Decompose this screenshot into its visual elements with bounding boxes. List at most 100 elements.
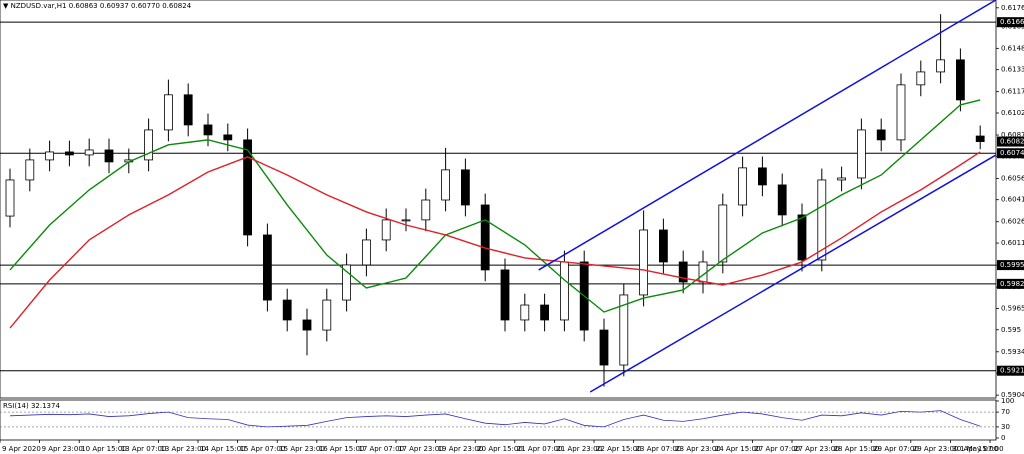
time-label: 1 May 07:00	[960, 445, 1004, 453]
candle-body	[421, 199, 431, 221]
level-label-box	[997, 148, 1024, 159]
y-tick-label: 0.6087	[1001, 131, 1024, 139]
candle-body	[342, 264, 352, 301]
moving-average	[9, 151, 981, 329]
candle-body	[797, 214, 807, 261]
symbol-title: NZDUSD.var,H1 0.60863 0.60937 0.60770 0.…	[11, 2, 192, 10]
y-tick-label: 0.595	[1001, 326, 1021, 334]
candle-body	[203, 124, 213, 136]
time-label: 9 Apr 2020	[2, 445, 41, 453]
time-label: 29 Apr 23:00	[913, 445, 959, 453]
y-tick-label: 0.60415	[1001, 196, 1024, 204]
time-label: 17 Apr 23:00	[398, 445, 444, 453]
current-price-box	[997, 136, 1024, 147]
candle-body	[65, 151, 74, 156]
current-price-label: 0.60824	[1000, 138, 1024, 146]
candle-body	[5, 179, 15, 217]
level-label-box	[997, 365, 1024, 376]
time-label: 23 Apr 07:00	[636, 445, 682, 453]
candle-body	[144, 129, 154, 161]
time-label: 29 Apr 07:00	[873, 445, 919, 453]
candle-body	[817, 179, 827, 261]
rsi-tick-label: 30	[1001, 423, 1010, 431]
rsi-tick-label: 70	[1001, 408, 1010, 416]
rsi-tick-label: 100	[1001, 397, 1014, 405]
candle-body	[262, 234, 272, 301]
candle-body	[163, 94, 173, 131]
candle-body	[837, 177, 846, 181]
y-tick-label: 0.5904	[1001, 391, 1024, 399]
trendline	[589, 154, 997, 393]
candle-body	[936, 59, 945, 73]
time-label: 19 Apr 23:00	[438, 445, 484, 453]
time-label: 13 Apr 23:00	[160, 445, 206, 453]
candle-body	[758, 167, 767, 186]
level-label-box	[997, 17, 1024, 28]
candle-body	[480, 204, 490, 271]
candle-body	[441, 169, 451, 201]
candle-body	[243, 139, 253, 236]
y-tick-label: 0.60565	[1001, 174, 1024, 182]
candle-body	[25, 159, 35, 181]
time-label: 24 Apr 15:00	[715, 445, 761, 453]
moving-average	[9, 99, 981, 313]
candle-body	[540, 304, 549, 321]
time-label: 20 Apr 15:00	[477, 445, 523, 453]
time-label: 27 Apr 07:00	[754, 445, 800, 453]
time-label: 28 Apr 15:00	[834, 445, 880, 453]
candle-body	[956, 59, 965, 101]
candle-body	[460, 169, 470, 206]
candle-body	[84, 149, 94, 156]
candle-body	[659, 229, 668, 263]
time-label: 30 Apr 15:00	[952, 445, 998, 453]
price-panel	[0, 0, 997, 399]
candle-body	[896, 84, 906, 141]
candle-body	[104, 149, 114, 163]
y-tick-label: 0.5965	[1001, 304, 1024, 312]
level-label: 0.60742	[1000, 149, 1024, 157]
time-label: 14 Apr 15:00	[200, 445, 246, 453]
candle-body	[916, 71, 926, 86]
time-label: 23 Apr 23:00	[675, 445, 721, 453]
time-label: 10 Apr 15:00	[81, 445, 127, 453]
trendline	[538, 0, 997, 271]
candle-body	[599, 329, 609, 366]
time-label: 13 Apr 07:00	[121, 445, 167, 453]
candle-body	[777, 184, 787, 216]
y-tick-label: 0.61175	[1001, 88, 1024, 96]
rsi-line	[9, 410, 981, 428]
y-tick-label: 0.59345	[1001, 348, 1024, 356]
rsi-panel	[0, 399, 997, 441]
candle-body	[876, 129, 886, 141]
candle-body	[45, 151, 54, 161]
rsi-tick-label: 0	[1001, 434, 1005, 442]
time-label: 15 Apr 23:00	[279, 445, 325, 453]
candle-body	[282, 299, 292, 321]
y-tick-label: 0.61765	[1001, 4, 1024, 12]
candle-body	[322, 299, 332, 331]
candle-body	[381, 219, 391, 241]
time-label: 21 Apr 07:00	[517, 445, 563, 453]
candle-body	[738, 167, 747, 206]
candle-body	[560, 261, 569, 321]
level-label: 0.59212	[1000, 367, 1024, 375]
candle-body	[678, 261, 688, 283]
time-label: 22 Apr 15:00	[596, 445, 642, 453]
y-tick-label: 0.6133	[1001, 66, 1024, 74]
level-label: 0.59823	[1000, 280, 1024, 288]
level-label: 0.59955	[1000, 261, 1024, 269]
time-label: 21 Apr 23:00	[556, 445, 602, 453]
time-label: 9 Apr 23:00	[42, 445, 83, 453]
y-tick-label: 0.6011	[1001, 239, 1024, 247]
symbol-header: ▼ NZDUSD.var,H1 0.60863 0.60937 0.60770 …	[3, 2, 192, 10]
candle-body	[857, 129, 866, 179]
candle-body	[223, 134, 233, 141]
candle-body	[500, 269, 510, 321]
level-label: 0.61664	[1000, 18, 1024, 26]
time-label: 27 Apr 23:00	[794, 445, 840, 453]
candle-body	[183, 94, 193, 126]
y-tick-label: 0.6148	[1001, 44, 1024, 52]
time-label: 15 Apr 07:00	[240, 445, 286, 453]
candle-body	[718, 204, 728, 263]
